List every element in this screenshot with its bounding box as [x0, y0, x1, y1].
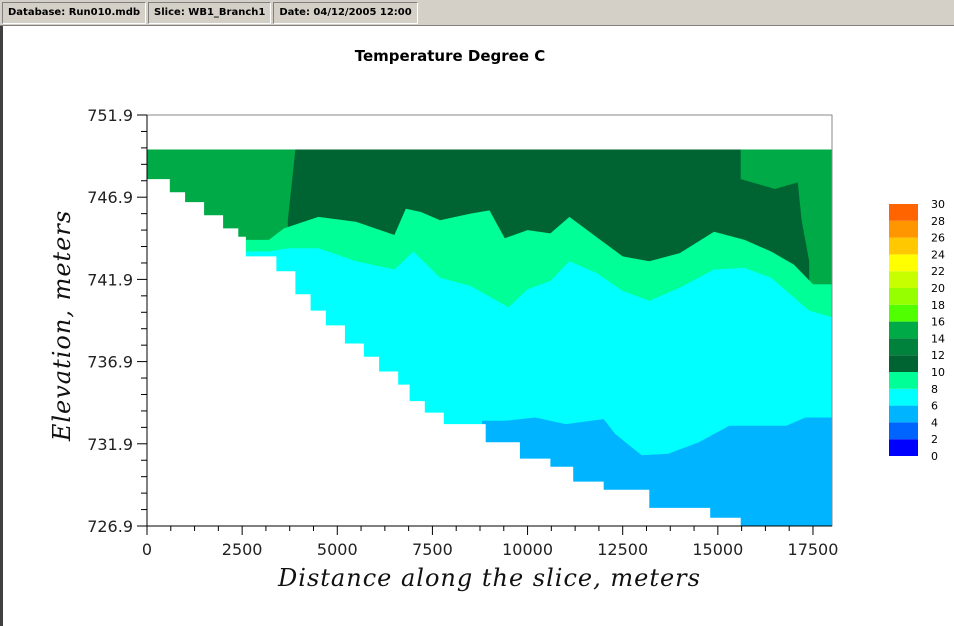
y-axis-label: Elevation, meters — [48, 210, 76, 442]
colorbar-label: 8 — [931, 383, 938, 396]
colorbar-swatch — [889, 271, 918, 288]
axes: 726.9 731.9 736.9 741.9 746.9 751.9 0 2500 5000 7… — [87, 106, 838, 559]
colorbar-swatch — [889, 237, 918, 255]
colorbar-label: 2 — [931, 433, 938, 446]
status-date: Date: 04/12/2005 12:00 — [273, 1, 418, 24]
colorbar-swatch — [889, 388, 918, 406]
colorbar-label: 10 — [931, 366, 945, 379]
colorbar-label: 30 — [931, 198, 945, 211]
colorbar-swatch — [889, 204, 918, 221]
chart-title: Temperature Degree C — [354, 47, 546, 65]
colorbar-label: 14 — [931, 332, 945, 345]
colorbar-swatch — [889, 338, 918, 356]
colorbar-swatch — [889, 405, 918, 423]
colorbar-label: 0 — [931, 450, 938, 463]
colorbar-swatch — [889, 439, 918, 456]
colorbar-label: 4 — [931, 416, 938, 429]
colorbar-swatch — [889, 254, 918, 272]
colorbar-label: 28 — [931, 215, 945, 228]
colorbar-swatch — [889, 304, 918, 322]
colorbar-label: 22 — [931, 265, 945, 278]
x-tick-label: 15000 — [692, 540, 743, 559]
x-tick-label: 7500 — [412, 540, 453, 559]
y-tick-label: 746.9 — [87, 188, 133, 207]
x-tick-label: 10000 — [502, 540, 553, 559]
x-tick-label: 0 — [142, 540, 152, 559]
y-tick-label: 726.9 — [87, 517, 133, 536]
window-left-border — [0, 26, 3, 626]
y-tick-label: 741.9 — [87, 270, 133, 289]
colorbar-label: 24 — [931, 248, 945, 261]
x-axis-label: Distance along the slice, meters — [277, 564, 701, 592]
colorbar-swatch — [889, 288, 918, 305]
colorbar-swatch — [889, 220, 918, 238]
colorbar-swatch — [889, 372, 918, 389]
bottom-mask — [147, 179, 832, 526]
y-tick-label: 731.9 — [87, 435, 133, 454]
y-tick-label: 751.9 — [87, 106, 133, 125]
x-tick-label: 2500 — [222, 540, 263, 559]
colorbar-label: 12 — [931, 349, 945, 362]
colorbar-label: 6 — [931, 400, 938, 413]
y-tick-label: 736.9 — [87, 353, 133, 372]
bathymetry-mask — [147, 179, 832, 526]
x-tick-label: 17500 — [788, 540, 839, 559]
status-database: Database: Run010.mdb — [2, 1, 147, 24]
colorbar-swatch — [889, 321, 918, 339]
x-tick-label: 5000 — [317, 540, 358, 559]
colorbar-label: 18 — [931, 299, 945, 312]
colorbar-label: 26 — [931, 232, 945, 245]
colorbar-label: 20 — [931, 282, 945, 295]
colorbar-label: 16 — [931, 316, 945, 329]
status-slice: Slice: WB1_Branch1 — [148, 1, 272, 24]
x-tick-label: 12500 — [597, 540, 648, 559]
colorbar-swatch — [889, 355, 918, 372]
status-bar: Database: Run010.mdb Slice: WB1_Branch1 … — [0, 0, 954, 26]
colorbar-swatch — [889, 422, 918, 440]
